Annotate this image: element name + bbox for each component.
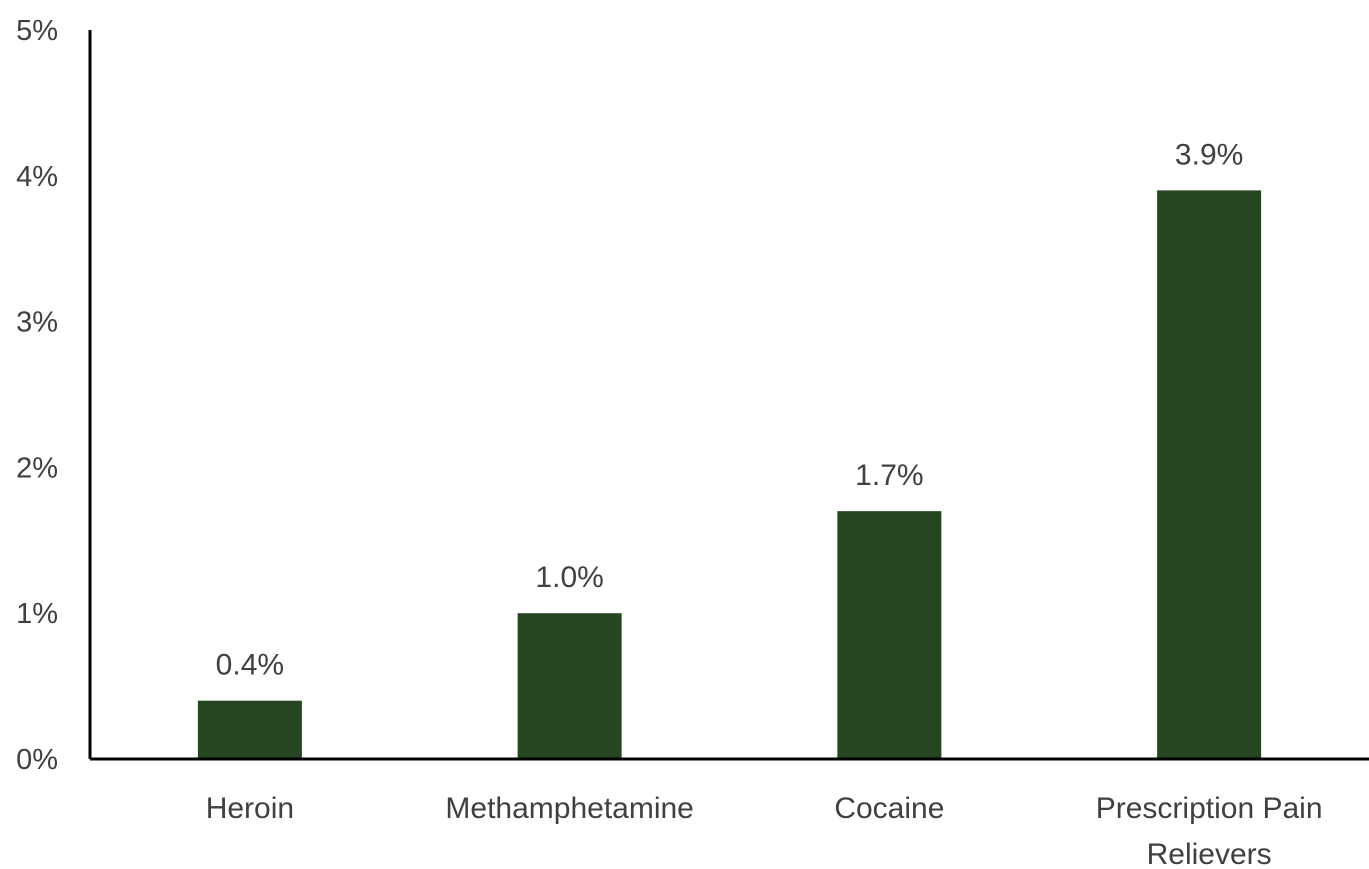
y-tick-label: 5% (16, 15, 58, 47)
y-tick-label: 2% (16, 452, 58, 484)
x-axis-ticks: Heroin Methamphetamine Cocaine Prescription… (206, 792, 1323, 869)
y-axis-ticks: 0% 1% 2% 3% 4% 5% (16, 15, 58, 776)
y-tick-label: 0% (16, 744, 58, 776)
x-tick-label: Heroin (206, 792, 294, 825)
x-tick-label: Methamphetamine (445, 792, 693, 825)
x-tick-label: Cocaine (834, 792, 944, 825)
x-tick-label: Prescription Pain Relievers (1096, 792, 1323, 869)
y-tick-label: 3% (16, 307, 58, 339)
bar (517, 613, 622, 759)
data-labels: 0.4% 1.0% 1.7% 3.9% (216, 138, 1244, 681)
bar (837, 511, 942, 759)
data-label: 0.4% (216, 649, 284, 682)
y-tick-label: 1% (16, 598, 58, 630)
bar (197, 700, 302, 759)
data-label: 1.7% (855, 459, 923, 492)
data-label: 1.0% (535, 561, 603, 594)
bars (197, 190, 1262, 759)
bar (1157, 190, 1262, 759)
data-label: 3.9% (1175, 138, 1243, 171)
y-tick-label: 4% (16, 161, 58, 193)
